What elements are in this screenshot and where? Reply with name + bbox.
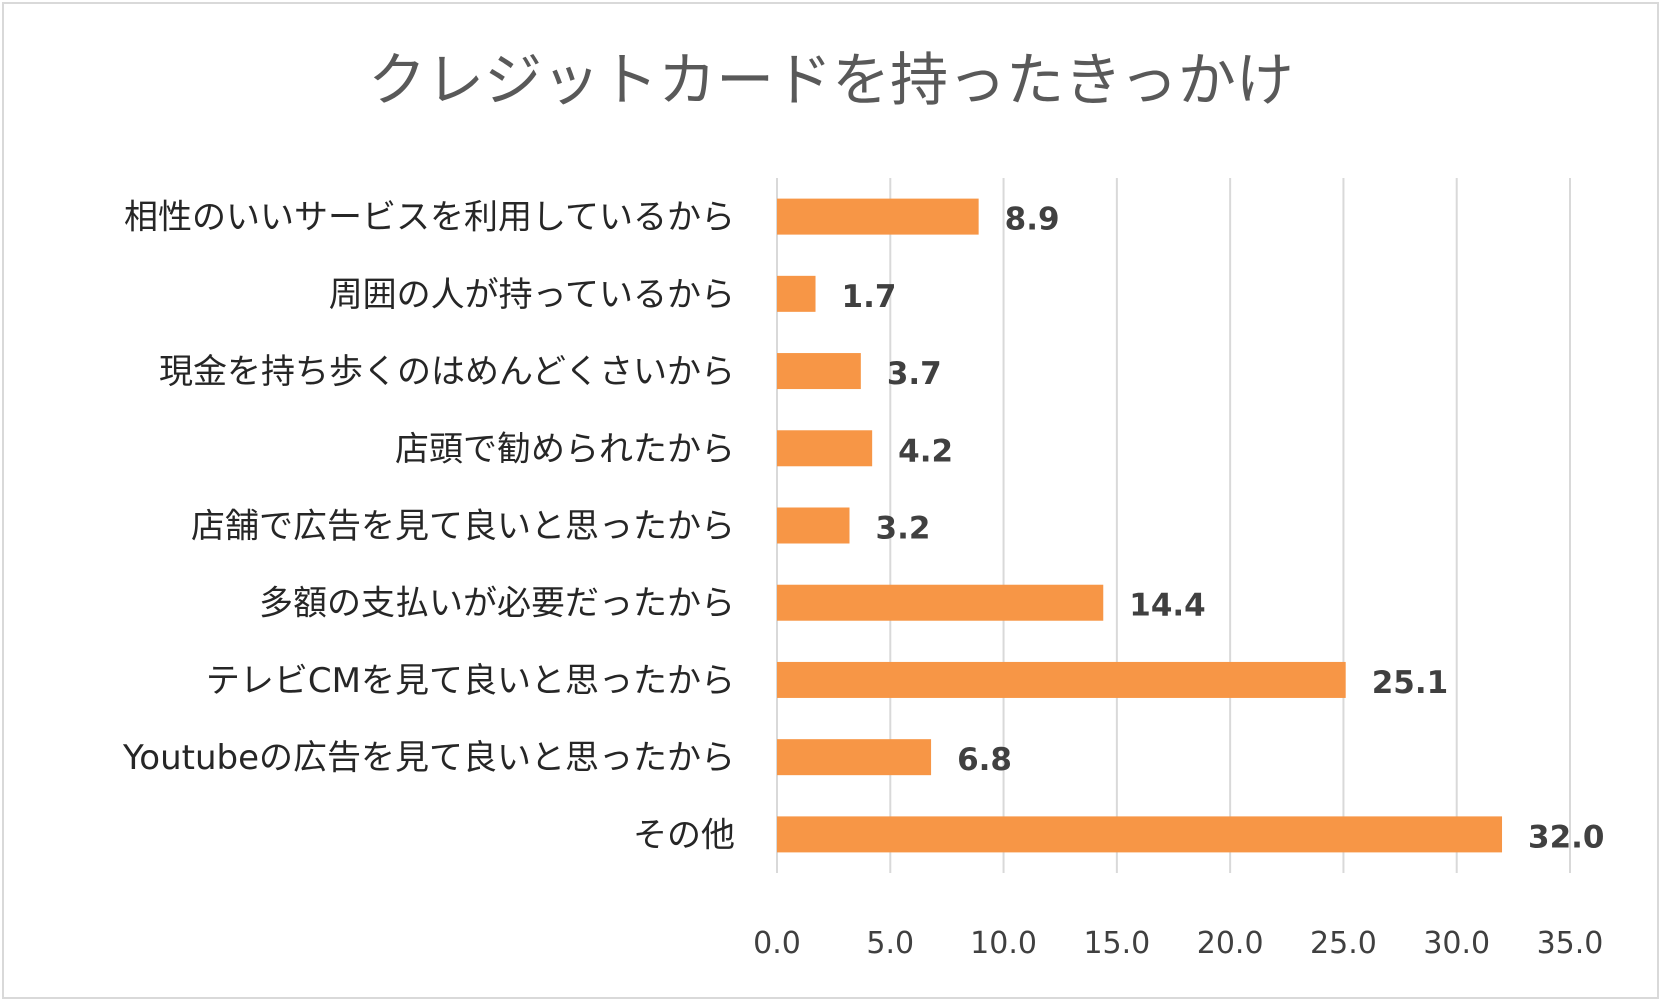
x-tick-label: 0.0 — [753, 926, 801, 961]
data-label: 14.4 — [1129, 588, 1206, 624]
data-label: 4.2 — [898, 433, 953, 469]
x-tick-label: 10.0 — [970, 926, 1037, 961]
bar — [777, 816, 1503, 853]
bars — [777, 198, 1503, 853]
data-label: 3.2 — [876, 511, 931, 547]
x-tick-label: 5.0 — [866, 926, 914, 961]
data-label: 25.1 — [1372, 665, 1449, 701]
category-label: 周囲の人が持っているから — [329, 275, 735, 315]
data-label: 32.0 — [1528, 819, 1605, 855]
bar — [777, 353, 861, 390]
data-label: 6.8 — [957, 742, 1012, 778]
category-labels: 相性のいいサービスを利用しているから周囲の人が持っているから現金を持ち歩くのはめ… — [122, 198, 735, 856]
x-tick-label: 35.0 — [1537, 926, 1604, 961]
category-label: テレビCMを見て良いと思ったから — [206, 661, 735, 701]
chart-title: クレジットカードを持ったきっかけ — [368, 46, 1294, 114]
category-label: その他 — [633, 815, 735, 855]
data-label: 1.7 — [842, 279, 897, 315]
bar — [777, 507, 850, 544]
x-tick-label: 30.0 — [1423, 926, 1490, 961]
x-tick-label: 20.0 — [1197, 926, 1264, 961]
category-label: 店頭で勧められたから — [395, 429, 735, 469]
bar — [777, 739, 932, 776]
bar — [777, 584, 1104, 621]
x-tick-label: 15.0 — [1083, 926, 1150, 961]
data-label: 8.9 — [1005, 202, 1060, 238]
bar — [777, 430, 873, 467]
category-label: 多額の支払いが必要だったから — [259, 584, 735, 624]
x-tick-label: 25.0 — [1310, 926, 1377, 961]
category-label: Youtubeの広告を見て良いと思ったから — [122, 738, 735, 778]
data-labels: 8.9 1.7 3.7 4.2 3.2 14.4 25.1 6.8 32.0 — [842, 202, 1605, 856]
category-label: 現金を持ち歩くのはめんどくさいから — [159, 352, 735, 392]
category-label: 相性のいいサービスを利用しているから — [124, 198, 735, 238]
data-label: 3.7 — [887, 356, 942, 392]
bar — [777, 198, 979, 235]
bar — [777, 275, 816, 312]
category-label: 店舗で広告を見て良いと思ったから — [191, 507, 735, 547]
x-axis-ticks: 0.0 5.0 10.0 15.0 20.0 25.0 30.0 35.0 — [753, 926, 1603, 961]
bar — [777, 661, 1346, 698]
